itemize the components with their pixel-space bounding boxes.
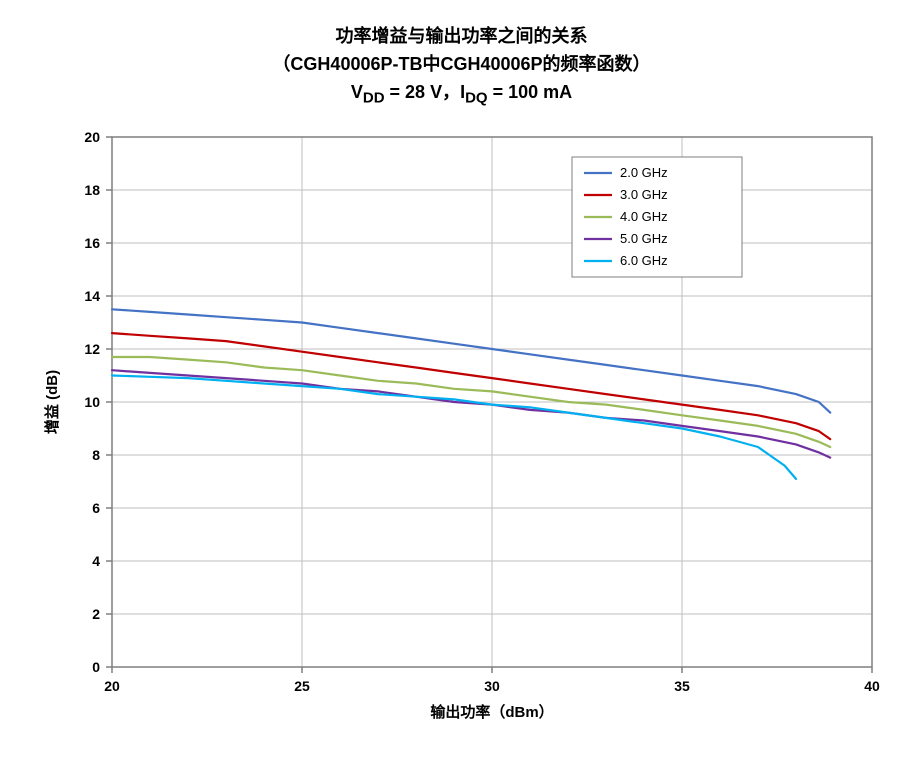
title-idq-suffix: = 100 mA: [488, 82, 573, 102]
legend-label: 5.0 GHz: [620, 231, 668, 246]
x-axis-label: 输出功率（dBm）: [430, 703, 553, 721]
y-axis-label: 增益 (dB): [43, 370, 61, 434]
title-line-3: VDD = 28 V，IDQ = 100 mA: [22, 78, 902, 107]
y-tick-label: 6: [92, 500, 100, 516]
y-tick-label: 14: [84, 288, 100, 304]
y-tick-label: 16: [84, 235, 100, 251]
y-tick-label: 12: [84, 341, 100, 357]
chart-title-block: 功率增益与输出功率之间的关系 （CGH40006P-TB中CGH40006P的频…: [22, 22, 902, 107]
chart-container: 功率增益与输出功率之间的关系 （CGH40006P-TB中CGH40006P的频…: [22, 22, 902, 737]
legend-label: 2.0 GHz: [620, 165, 668, 180]
y-tick-label: 0: [92, 659, 100, 675]
title-idq-sub: DQ: [465, 90, 488, 107]
y-tick-label: 20: [84, 129, 100, 145]
x-tick-label: 40: [864, 678, 880, 694]
legend-label: 4.0 GHz: [620, 209, 668, 224]
legend-label: 3.0 GHz: [620, 187, 668, 202]
title-vdd-sub: DD: [363, 90, 385, 107]
y-tick-label: 2: [92, 606, 100, 622]
title-line-1: 功率增益与输出功率之间的关系: [22, 22, 902, 48]
title-line-2: （CGH40006P-TB中CGH40006P的频率函数）: [22, 50, 902, 76]
x-tick-label: 20: [104, 678, 120, 694]
title-vdd-prefix: V: [351, 82, 363, 102]
x-tick-label: 35: [674, 678, 690, 694]
y-tick-label: 10: [84, 394, 100, 410]
line-chart: 20 25 30 35 40 0 2 4 6 8 10 12 14 16 18 20 输出功率（dBm） 增益 (…: [22, 117, 902, 737]
y-tick-label: 4: [92, 553, 100, 569]
x-tick-label: 25: [294, 678, 310, 694]
legend-label: 6.0 GHz: [620, 253, 668, 268]
x-tick-label: 30: [484, 678, 500, 694]
y-tick-label: 18: [84, 182, 100, 198]
y-tick-label: 8: [92, 447, 100, 463]
title-vdd-mid: = 28 V，I: [385, 82, 466, 102]
